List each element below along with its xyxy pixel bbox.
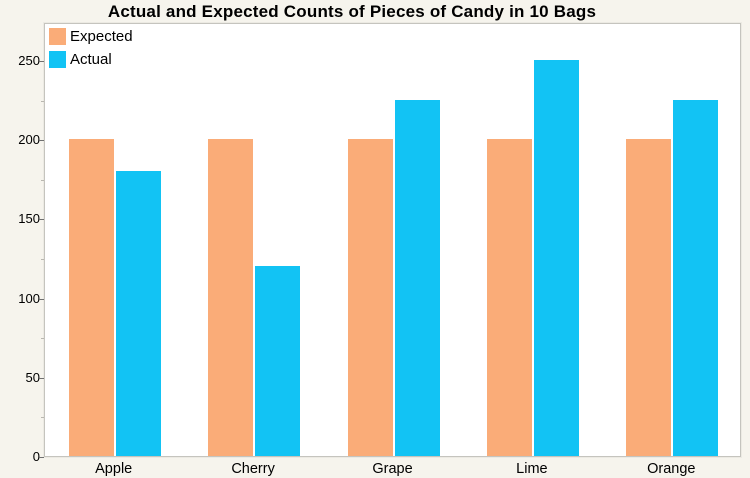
y-tick-label-0: 0: [32, 449, 40, 464]
bar-lime-expected[interactable]: [486, 139, 532, 456]
y-tick-mark: [39, 140, 44, 142]
bar-orange-actual[interactable]: [673, 99, 719, 456]
x-tick-label-cherry: Cherry: [231, 461, 275, 477]
actual-swatch: [49, 51, 66, 68]
plot-area: Expected Actual: [44, 23, 741, 457]
y-tick-label-150: 150: [18, 211, 40, 227]
y-tick-mark: [39, 457, 44, 458]
y-tick-label-50: 50: [25, 369, 40, 385]
chart-title: Actual and Expected Counts of Pieces of …: [107, 2, 597, 21]
y-tick-mark: [39, 61, 44, 62]
bar-grape-actual[interactable]: [394, 99, 440, 456]
bar-orange-expected[interactable]: [626, 139, 672, 456]
bar-cherry-expected[interactable]: [208, 139, 254, 456]
y-tick-mark: [39, 219, 44, 221]
x-tick-label-grape: Grape: [372, 461, 413, 477]
legend-item-expected[interactable]: Expected: [49, 28, 133, 45]
expected-swatch: [49, 28, 66, 45]
y-tick-mark: [39, 377, 44, 379]
legend-label-actual: Actual: [70, 51, 112, 68]
y-minor-tick-mark: [41, 417, 44, 419]
y-tick-label-200: 200: [18, 132, 40, 148]
y-minor-tick-mark: [41, 259, 44, 260]
y-tick-mark: [39, 298, 44, 300]
bar-lime-actual[interactable]: [533, 60, 579, 456]
bar-grape-expected[interactable]: [347, 139, 393, 456]
y-minor-tick-mark: [41, 338, 44, 340]
legend-item-actual[interactable]: Actual: [49, 51, 133, 68]
bar-apple-actual[interactable]: [115, 170, 161, 456]
legend-label-expected: Expected: [70, 28, 133, 45]
bar-apple-expected[interactable]: [68, 139, 114, 456]
x-tick-label-apple: Apple: [95, 461, 133, 477]
y-minor-tick-mark: [41, 179, 44, 181]
bar-cherry-actual[interactable]: [255, 265, 301, 456]
y-tick-label-100: 100: [18, 290, 40, 306]
x-tick-label-lime: Lime: [516, 461, 548, 477]
legend: Expected Actual: [49, 28, 133, 74]
x-tick-label-orange: Orange: [647, 461, 696, 477]
y-minor-tick-mark: [41, 100, 44, 102]
y-tick-label-250: 250: [18, 53, 40, 68]
